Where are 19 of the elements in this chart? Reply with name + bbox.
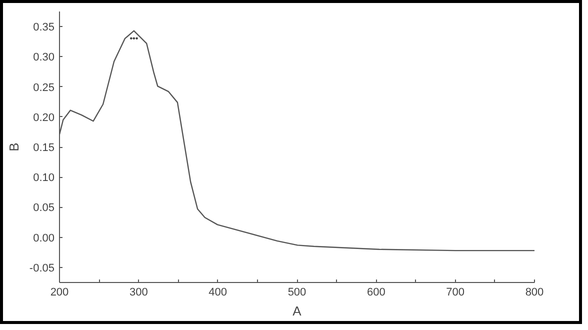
y-tick-label: 0.05 (33, 202, 55, 214)
y-tick-label: 0.00 (33, 232, 55, 244)
x-tick-label: 700 (446, 286, 465, 298)
y-tick-label: 0.35 (33, 22, 55, 34)
x-tick-label: 500 (288, 286, 306, 298)
x-tick-label: 300 (129, 286, 148, 298)
y-tick-label: -0.05 (29, 262, 55, 274)
y-tick-label: 0.20 (33, 112, 55, 124)
y-tick-label: 0.30 (33, 52, 55, 64)
y-tick-label: 0.25 (33, 82, 55, 94)
y-axis-title: B (6, 142, 22, 152)
y-tick-label: 0.15 (33, 142, 55, 154)
x-tick-label: 200 (50, 286, 69, 298)
y-tick-label: 0.10 (33, 172, 55, 184)
x-tick-label: 600 (366, 286, 386, 298)
x-tick-label: 400 (208, 286, 228, 298)
x-tick-label: 800 (525, 286, 544, 298)
annotation: ••• (130, 34, 138, 44)
x-axis-title: A (292, 304, 302, 318)
